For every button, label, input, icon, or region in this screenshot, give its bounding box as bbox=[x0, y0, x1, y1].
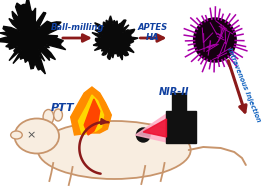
Polygon shape bbox=[71, 87, 111, 135]
Ellipse shape bbox=[43, 109, 54, 125]
Polygon shape bbox=[135, 114, 167, 142]
Ellipse shape bbox=[54, 109, 62, 121]
Text: ×: × bbox=[26, 130, 36, 140]
Circle shape bbox=[136, 128, 150, 142]
Text: Ball-milling: Ball-milling bbox=[51, 22, 104, 32]
Ellipse shape bbox=[38, 121, 191, 179]
Polygon shape bbox=[84, 99, 100, 135]
Polygon shape bbox=[92, 16, 138, 60]
Ellipse shape bbox=[11, 131, 22, 139]
Text: NIR-II: NIR-II bbox=[159, 87, 190, 97]
Text: APTES: APTES bbox=[138, 22, 168, 32]
Ellipse shape bbox=[15, 119, 59, 153]
Polygon shape bbox=[78, 95, 103, 135]
Polygon shape bbox=[0, 0, 66, 74]
Text: PTT: PTT bbox=[51, 103, 75, 113]
Text: HA: HA bbox=[146, 33, 160, 43]
Bar bbox=[167, 111, 196, 143]
Polygon shape bbox=[143, 119, 167, 137]
Text: Intravenous Injection: Intravenous Injection bbox=[226, 47, 262, 123]
Bar bbox=[172, 93, 186, 113]
Circle shape bbox=[194, 18, 236, 62]
